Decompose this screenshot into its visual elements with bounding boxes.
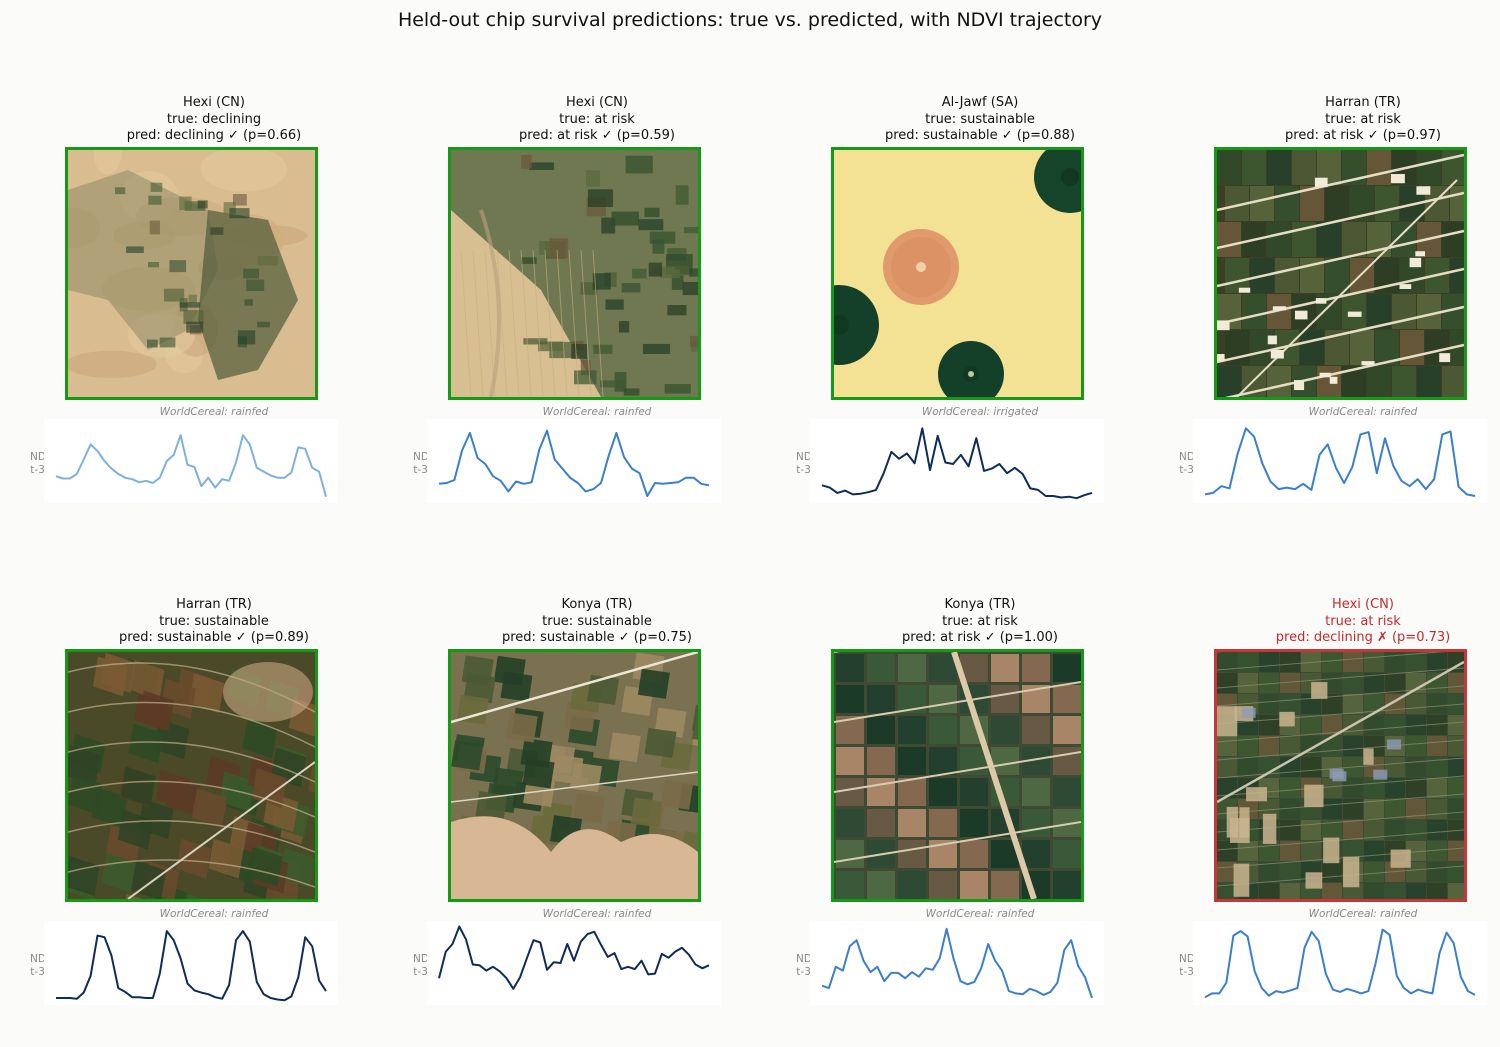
ndvi-series-line	[821, 427, 1093, 500]
panel-title: Hexi (CN) true: at risk pred: declining ✗ …	[1193, 597, 1500, 647]
ndvi-sparkline-svg	[1204, 427, 1476, 497]
worldcereal-label: WorldCereal: rainfed	[1308, 908, 1418, 920]
worldcereal-label: WorldCereal: rainfed	[542, 406, 652, 418]
ndvi-sparkline	[810, 921, 1104, 1005]
true-label: true: declining	[166, 111, 262, 127]
chip-panel: Al-Jawf (SA) true: sustainable pred: susta…	[796, 95, 1150, 545]
pred-label: pred: declining ✗ (p=0.73)	[1275, 630, 1451, 645]
figure-title: Held-out chip survival predictions: true…	[397, 9, 1103, 31]
ndvi-series-line	[1204, 427, 1476, 497]
true-label: true: sustainable	[542, 613, 652, 629]
ndvi-sparkline	[44, 419, 338, 503]
true-label: true: at risk	[559, 111, 635, 127]
panel-title: Konya (TR) true: sustainable pred: sustain…	[427, 597, 767, 647]
true-label: true: at risk	[1325, 613, 1401, 629]
worldcereal-label: WorldCereal: irrigated	[921, 406, 1039, 418]
panel-title: Harran (TR) true: sustainable pred: sustai…	[44, 597, 384, 647]
ndvi-sparkline-svg	[438, 925, 710, 990]
satellite-chip-drawing	[834, 150, 1081, 397]
region-label: Hexi (CN)	[566, 95, 628, 110]
satellite-chip-drawing	[68, 150, 315, 397]
panel-title: Harran (TR) true: at risk pred: at risk ✓ …	[1193, 95, 1500, 145]
chip-panel: Konya (TR) true: at risk pred: at risk ✓ (…	[796, 597, 1150, 1047]
region-label: Konya (TR)	[944, 597, 1016, 612]
pred-label: pred: sustainable ✓ (p=0.88)	[885, 128, 1075, 143]
ndvi-sparkline	[1193, 921, 1487, 1005]
worldcereal-label: WorldCereal: rainfed	[159, 908, 269, 920]
satellite-chip-drawing	[1217, 150, 1464, 397]
ndvi-sparkline-svg	[56, 930, 327, 1002]
pred-label: pred: sustainable ✓ (p=0.89)	[119, 630, 309, 645]
satellite-chip-drawing	[1217, 652, 1464, 899]
ndvi-sparkline	[44, 921, 338, 1005]
worldcereal-label: WorldCereal: rainfed	[542, 908, 652, 920]
satellite-chip-image	[448, 649, 701, 902]
ndvi-sparkline	[427, 419, 721, 503]
ndvi-series-line	[56, 930, 327, 1002]
satellite-chip-drawing	[451, 150, 698, 397]
ndvi-sparkline	[810, 419, 1104, 503]
panel-title: Konya (TR) true: at risk pred: at risk ✓ (…	[810, 597, 1150, 647]
chip-panel: Konya (TR) true: sustainable pred: sustain…	[413, 597, 767, 1047]
chip-panel: Hexi (CN) true: at risk pred: at risk ✓ (p…	[413, 95, 767, 545]
satellite-chip-image	[448, 147, 701, 400]
true-label: true: at risk	[1325, 111, 1401, 127]
ndvi-series-line	[438, 925, 710, 990]
satellite-chip-image	[831, 147, 1084, 400]
satellite-chip-image	[65, 649, 318, 902]
ndvi-series-line	[1204, 928, 1476, 999]
worldcereal-label: WorldCereal: rainfed	[159, 406, 269, 418]
pred-label: pred: at risk ✓ (p=1.00)	[902, 630, 1058, 645]
panel-title: Al-Jawf (SA) true: sustainable pred: susta…	[810, 95, 1150, 145]
true-label: true: at risk	[942, 613, 1018, 629]
worldcereal-label: WorldCereal: rainfed	[925, 908, 1035, 920]
ndvi-sparkline-svg	[821, 427, 1093, 500]
satellite-chip-drawing	[68, 652, 315, 899]
satellite-chip-image	[1214, 649, 1467, 902]
panel-title: Hexi (CN) true: at risk pred: at risk ✓ (p…	[427, 95, 767, 145]
pred-label: pred: at risk ✓ (p=0.59)	[519, 128, 675, 143]
pred-label: pred: declining ✓ (p=0.66)	[126, 128, 302, 143]
ndvi-sparkline-svg	[438, 429, 710, 497]
region-label: Hexi (CN)	[183, 95, 245, 110]
ndvi-sparkline-svg	[1204, 928, 1476, 999]
satellite-chip-drawing	[834, 652, 1081, 899]
ndvi-series-line	[821, 927, 1093, 999]
satellite-chip-image	[831, 649, 1084, 902]
ndvi-sparkline-svg	[55, 434, 327, 497]
region-label: Al-Jawf (SA)	[941, 95, 1019, 110]
ndvi-sparkline	[427, 921, 721, 1005]
chip-panel: Hexi (CN) true: at risk pred: declining ✗ …	[1179, 597, 1500, 1047]
region-label: Harran (TR)	[176, 597, 252, 612]
region-label: Konya (TR)	[561, 597, 633, 612]
ndvi-sparkline-svg	[821, 927, 1093, 999]
true-label: true: sustainable	[925, 111, 1035, 127]
satellite-chip-image	[65, 147, 318, 400]
ndvi-series-line	[55, 434, 327, 497]
worldcereal-label: WorldCereal: rainfed	[1308, 406, 1418, 418]
panel-title: Hexi (CN) true: declining pred: declining …	[44, 95, 384, 145]
pred-label: pred: sustainable ✓ (p=0.75)	[502, 630, 692, 645]
region-label: Harran (TR)	[1325, 95, 1401, 110]
region-label: Hexi (CN)	[1332, 597, 1394, 612]
chip-panel: Harran (TR) true: at risk pred: at risk ✓ …	[1179, 95, 1500, 545]
chip-panel: Harran (TR) true: sustainable pred: sustai…	[30, 597, 384, 1047]
satellite-chip-image	[1214, 147, 1467, 400]
true-label: true: sustainable	[159, 613, 269, 629]
ndvi-series-line	[438, 429, 710, 497]
satellite-chip-drawing	[451, 652, 698, 899]
ndvi-sparkline	[1193, 419, 1487, 503]
pred-label: pred: at risk ✓ (p=0.97)	[1285, 128, 1441, 143]
chip-panel: Hexi (CN) true: declining pred: declining …	[30, 95, 384, 545]
